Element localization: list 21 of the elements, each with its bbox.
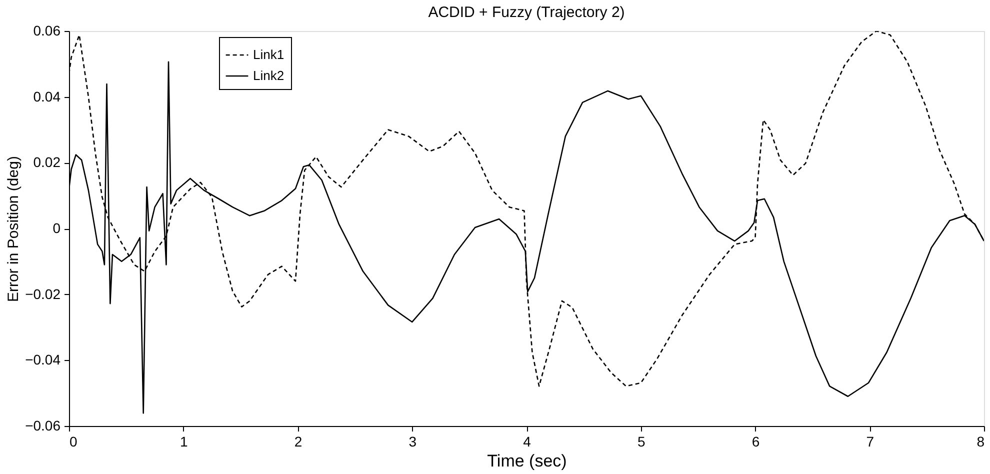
y-tick-label: −0.02 [25,286,61,302]
x-tick-label: 3 [408,434,417,450]
x-tick-label: 4 [523,434,532,450]
legend-label: Link1 [253,47,284,62]
x-tick-label: 7 [866,434,874,450]
x-tick-label: 8 [976,434,985,450]
x-tick-label: 2 [294,434,302,450]
y-tick-label: −0.06 [25,418,61,434]
chart-title: ACDID + Fuzzy (Trajectory 2) [428,4,625,21]
x-tick-label: 1 [180,434,188,450]
x-tick-label: 0 [70,434,78,450]
y-axis-title: Error in Position (deg) [5,156,22,302]
y-tick-label: 0.02 [33,154,61,170]
legend-label: Link2 [253,68,284,83]
x-axis-title: Time (sec) [487,452,567,470]
y-tick-label: 0 [52,220,61,236]
x-tick-label: 6 [752,434,760,450]
y-tick-label: 0.06 [33,22,61,38]
x-tick-label: 5 [637,434,646,450]
y-tick-label: 0.04 [33,88,61,104]
y-tick-label: −0.04 [25,352,61,368]
